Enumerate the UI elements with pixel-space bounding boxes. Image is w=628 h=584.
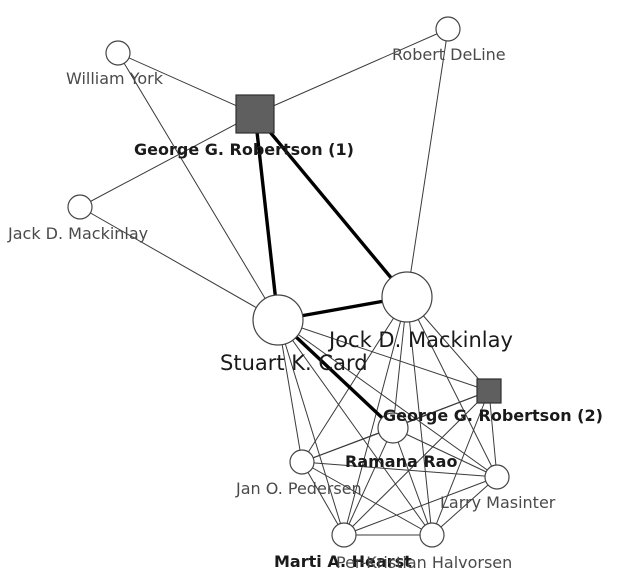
node-label-mack: Jock D. Mackinlay bbox=[327, 328, 513, 352]
node-grr2[interactable] bbox=[476, 378, 502, 404]
node-deline[interactable] bbox=[435, 16, 461, 42]
edge-mack-pedersen bbox=[301, 296, 408, 463]
edge-pedersen-masinter bbox=[301, 461, 498, 478]
edge-pedersen-hearst bbox=[301, 461, 345, 536]
node-pedersen[interactable] bbox=[289, 449, 315, 475]
node-layer bbox=[67, 16, 510, 548]
edge-card-rao bbox=[276, 318, 395, 430]
edge-mack-masinter bbox=[406, 296, 498, 478]
edge-card-masinter bbox=[277, 319, 498, 478]
node-jack[interactable] bbox=[67, 194, 93, 220]
node-label-york: William York bbox=[66, 69, 164, 88]
node-label-deline: Robert DeLine bbox=[392, 45, 506, 64]
edge-card-halvorsen bbox=[277, 319, 433, 536]
edge-masinter-halvorsen bbox=[431, 476, 498, 536]
node-label-card: Stuart K. Card bbox=[220, 351, 368, 375]
node-card[interactable] bbox=[252, 294, 304, 346]
edge-grr1-card bbox=[253, 112, 280, 322]
node-york[interactable] bbox=[105, 40, 131, 66]
edge-rao-hearst bbox=[343, 427, 394, 536]
node-hearst[interactable] bbox=[331, 522, 357, 548]
edge-rao-halvorsen bbox=[392, 427, 433, 536]
edge-deline-grr1 bbox=[254, 28, 449, 115]
node-label-jack: Jack D. Mackinlay bbox=[7, 224, 148, 243]
node-grr1[interactable] bbox=[235, 94, 275, 134]
edge-mack-halvorsen bbox=[406, 296, 433, 536]
edge-york-card bbox=[117, 52, 279, 321]
edge-card-grr2 bbox=[277, 319, 490, 392]
node-mack[interactable] bbox=[381, 271, 433, 323]
node-rao[interactable] bbox=[377, 412, 409, 444]
edge-jack-card bbox=[79, 206, 279, 321]
node-label-rao: Ramana Rao bbox=[345, 452, 457, 471]
edge-grr2-masinter bbox=[488, 390, 498, 478]
edge-york-grr1 bbox=[117, 52, 256, 115]
edge-card-hearst bbox=[277, 319, 345, 536]
label-layer: George G. Robertson (1) George G. Roberts… bbox=[7, 45, 603, 572]
edge-grr2-hearst bbox=[343, 390, 490, 536]
edge-rao-pedersen bbox=[301, 427, 394, 463]
edge-masinter-hearst bbox=[343, 476, 498, 536]
node-label-halvorsen: Per-Kristian Halvorsen bbox=[336, 553, 512, 572]
node-label-pedersen: Jan O. Pedersen bbox=[235, 479, 362, 498]
node-halvorsen[interactable] bbox=[419, 522, 445, 548]
node-label-grr2: George G. Robertson (2) bbox=[383, 406, 603, 425]
node-label-hearst: Marti A. Hearst bbox=[274, 552, 412, 571]
edge-jack-grr1 bbox=[79, 113, 256, 208]
edge-grr1-mack bbox=[253, 112, 409, 299]
edge-rao-masinter bbox=[392, 427, 498, 478]
edge-pedersen-halvorsen bbox=[301, 461, 433, 536]
node-label-masinter: Larry Masinter bbox=[440, 493, 556, 512]
edge-deline-mack bbox=[406, 28, 449, 298]
node-masinter[interactable] bbox=[484, 464, 510, 490]
node-label-grr1: George G. Robertson (1) bbox=[134, 140, 354, 159]
edge-grr2-halvorsen bbox=[431, 390, 490, 536]
edge-mack-hearst bbox=[343, 296, 408, 536]
